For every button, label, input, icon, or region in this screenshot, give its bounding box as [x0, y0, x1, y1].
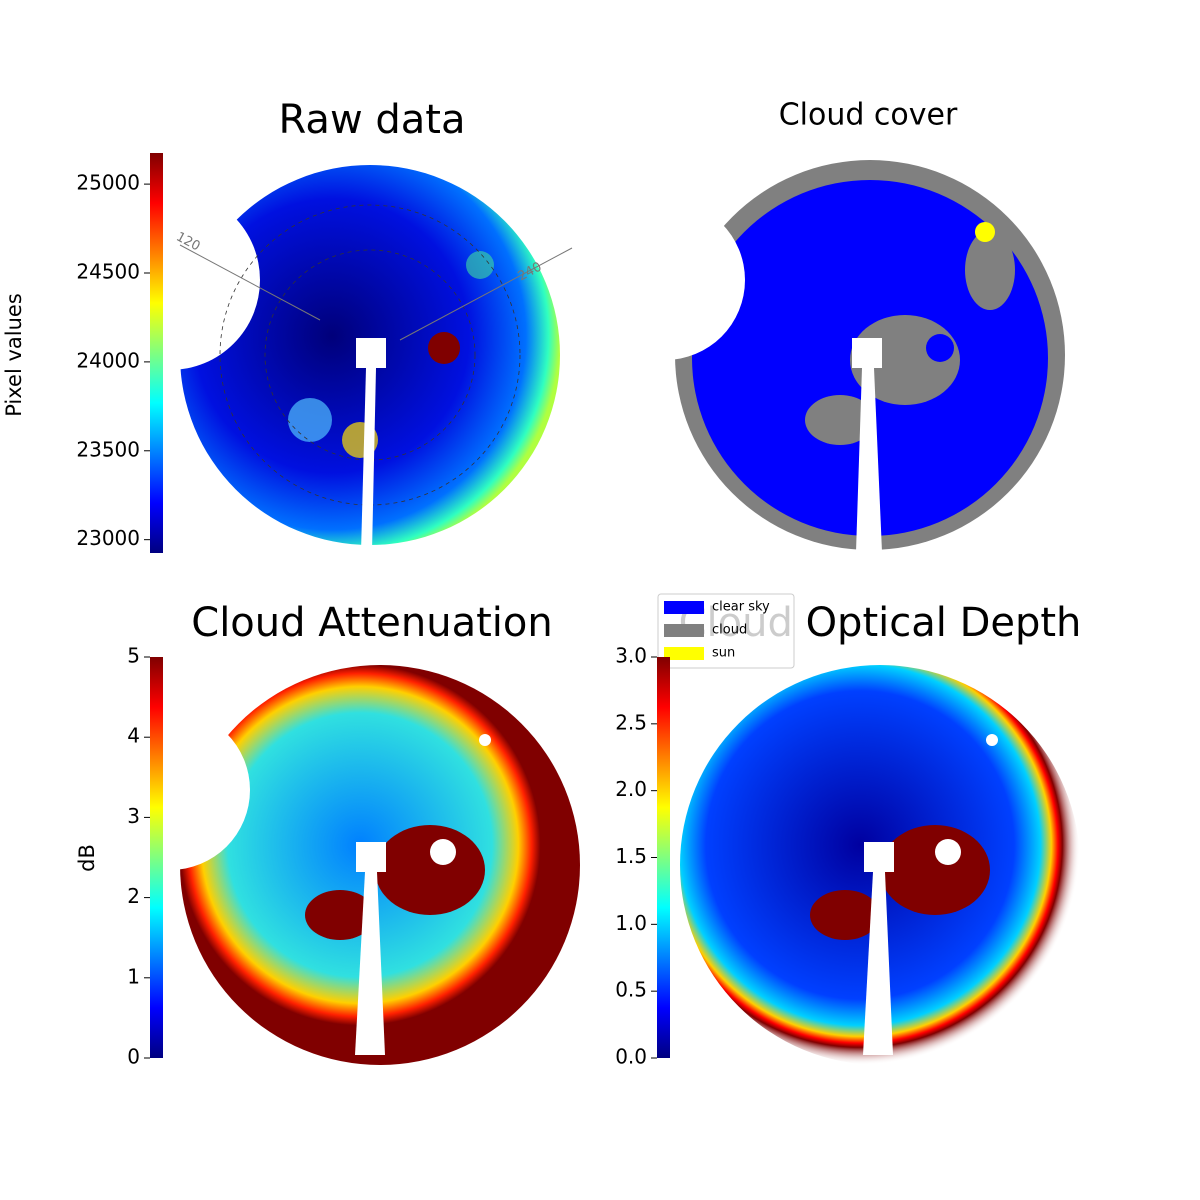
colorbar-tick-label: 2 [127, 884, 140, 908]
legend-swatch [664, 601, 704, 614]
colorbar-tick-label: 5 [127, 644, 140, 668]
colorbar-tick-label: 3 [127, 804, 140, 828]
colorbar [150, 657, 163, 1058]
optical-depth-image [680, 665, 1080, 1065]
colorbar-tick-label: 24500 [76, 260, 140, 284]
colorbar-tick-label: 0.0 [615, 1045, 647, 1069]
colorbar-tick-label: 1.5 [615, 844, 647, 868]
colorbar-tick-label: 1.0 [615, 911, 647, 935]
colorbar-tick-label: 23000 [76, 526, 140, 550]
legend-label: clear sky [712, 600, 770, 615]
colorbar-tick-label: 0.5 [615, 978, 647, 1002]
colorbar [150, 153, 163, 553]
raw-image [80, 165, 573, 552]
colorbar-label: Pixel values [2, 293, 26, 417]
colorbar-tick-label: 23500 [76, 437, 140, 461]
legend-swatch [664, 647, 704, 660]
colorbar-tick-label: 2.5 [615, 710, 647, 734]
legend-label: cloud [712, 623, 747, 638]
colorbar-tick-label: 2.0 [615, 777, 647, 801]
colorbar [657, 657, 670, 1058]
legend-swatch [664, 624, 704, 637]
legend-label: sun [712, 646, 735, 661]
colorbar-tick-label: 3.0 [615, 644, 647, 668]
colorbar-tick-label: 25000 [76, 171, 140, 195]
colorbar-tick-label: 1 [127, 964, 140, 988]
colorbar-tick-label: 24000 [76, 348, 140, 372]
panel-title: Cloud cover [779, 98, 958, 133]
colorbar-tick-label: 4 [127, 724, 140, 748]
colorbar-label: dB [75, 844, 99, 872]
panel-title: Cloud Attenuation [191, 600, 552, 646]
panel-title: Raw data [279, 97, 466, 143]
cloud-cover-image [585, 160, 1065, 552]
attenuation-image [90, 665, 580, 1065]
colorbar-tick-label: 0 [127, 1045, 140, 1069]
